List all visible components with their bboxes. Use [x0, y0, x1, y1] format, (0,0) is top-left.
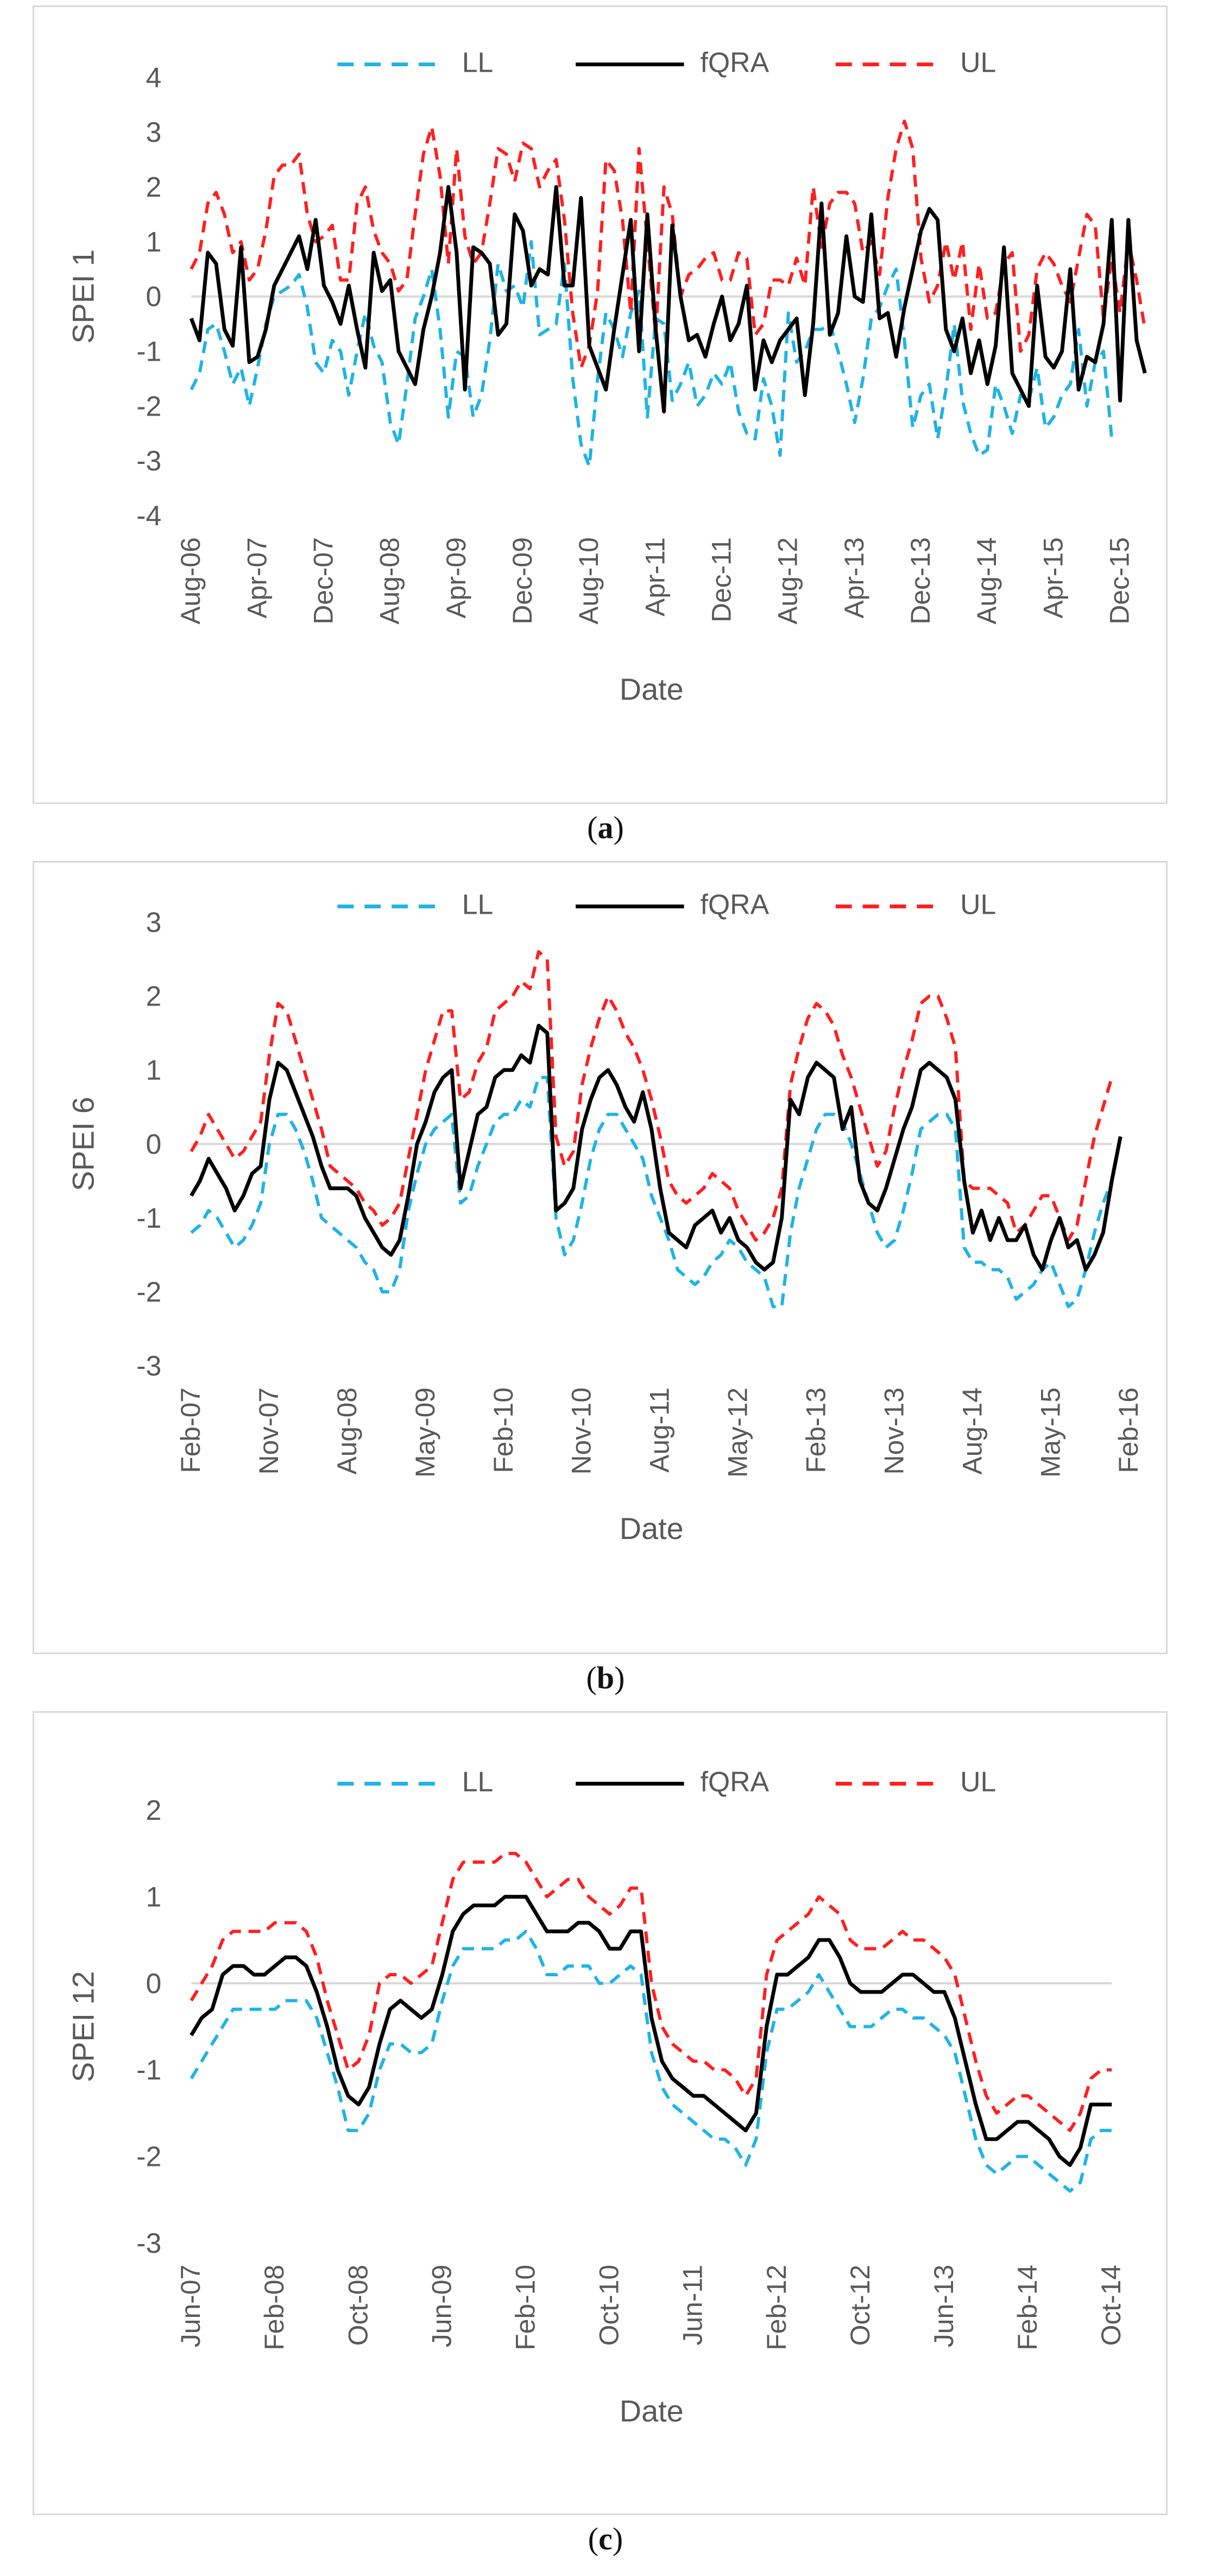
- x-tick-label: Apr-09: [441, 537, 471, 618]
- x-tick-label: Aug-06: [175, 537, 206, 625]
- x-tick-label: Jun-11: [678, 2265, 708, 2346]
- y-tick-label: -1: [136, 336, 161, 367]
- chart-a-svg: 4 3 2 1 0 -1 -2 -3 -4 SPEI 1 Aug-06 Apr-07 Dec-07 Aug…: [66, 47, 1147, 706]
- series-line-ul: [190, 950, 1114, 1242]
- x-tick-label: Nov-10: [566, 1387, 597, 1474]
- series-line-fqra: [190, 1895, 1112, 2167]
- x-tick-label: Apr-13: [839, 537, 869, 618]
- x-tick-label: Dec-07: [308, 537, 338, 624]
- y-axis-title: SPEI 1: [66, 249, 100, 344]
- x-tick-label: Apr-15: [1038, 537, 1068, 618]
- y-tick-label: 2: [146, 981, 161, 1012]
- x-tick-label: Aug-08: [332, 1387, 362, 1475]
- x-tick-label: Dec-11: [706, 537, 736, 623]
- x-tick-label: Nov-07: [254, 1387, 284, 1474]
- series-line-fqra: [190, 1023, 1122, 1272]
- legend-label-fqra: fQRA: [700, 889, 769, 920]
- legend-label-ul: UL: [960, 1765, 996, 1797]
- y-tick-label: -1: [136, 2054, 161, 2085]
- y-axis-title: SPEI 6: [66, 1097, 100, 1191]
- x-tick-label: Aug-12: [773, 537, 803, 625]
- x-tick-label: Aug-14: [972, 537, 1002, 625]
- x-tick-label: Oct-10: [594, 2265, 625, 2346]
- x-tick-label: May-09: [410, 1387, 440, 1478]
- x-tick-label: Jun-13: [929, 2265, 959, 2347]
- legend-label-fqra: fQRA: [700, 1765, 769, 1797]
- y-tick-label: -2: [136, 2141, 161, 2172]
- legend-label-ll: LL: [462, 889, 494, 920]
- y-tick-label: -3: [136, 2227, 161, 2259]
- x-tick-label: Feb-12: [761, 2265, 792, 2351]
- y-tick-label: 1: [146, 226, 161, 257]
- x-tick-label: Jun-07: [175, 2265, 206, 2347]
- series-line-fqra: [189, 185, 1147, 414]
- x-tick-label: Apr-07: [242, 537, 272, 618]
- x-tick-label: Feb-08: [259, 2265, 289, 2351]
- chart-panel-a: 4 3 2 1 0 -1 -2 -3 -4 SPEI 1 Aug-06 Apr-07 Dec-07 Aug…: [33, 5, 1168, 804]
- series-line-ll: [190, 1930, 1112, 2193]
- x-tick-label: Feb-07: [175, 1387, 206, 1473]
- y-tick-label: 4: [146, 61, 161, 93]
- chart-panel-c: 2 1 0 -1 -2 -3 SPEI 12 Jun-07 Feb-08 Oct-08 Jun-09…: [33, 1711, 1168, 2515]
- legend-label-ll: LL: [462, 47, 494, 78]
- x-tick-label: Aug-11: [645, 1387, 675, 1473]
- y-tick-label: -4: [136, 500, 161, 531]
- series-line-ul: [190, 120, 1147, 369]
- y-tick-label: -2: [136, 1276, 161, 1308]
- x-tick-label: Oct-14: [1096, 2265, 1126, 2346]
- x-axis-title: Date: [620, 1511, 684, 1545]
- x-tick-label: Apr-11: [640, 537, 670, 617]
- chart-b-svg: 3 2 1 0 -1 -2 -3 SPEI 6 Feb-07 Nov-07 Aug-08 May-09…: [66, 889, 1144, 1545]
- x-tick-label: Dec-09: [507, 537, 538, 624]
- y-tick-label: 0: [146, 1968, 161, 1999]
- legend-label-fqra: fQRA: [700, 47, 769, 78]
- x-tick-label: Feb-10: [510, 2265, 541, 2351]
- y-tick-label: -1: [136, 1202, 161, 1234]
- y-tick-label: 2: [146, 1794, 161, 1826]
- x-tick-label: Dec-15: [1104, 537, 1134, 624]
- chart-panel-b: 3 2 1 0 -1 -2 -3 SPEI 6 Feb-07 Nov-07 Aug-08 May-09…: [33, 861, 1168, 1654]
- y-tick-label: 3: [146, 907, 161, 938]
- series-line-ul: [190, 1851, 1112, 2132]
- y-tick-label: 1: [146, 1054, 161, 1086]
- x-tick-label: Feb-13: [800, 1387, 831, 1473]
- series-line-ll: [190, 240, 1114, 468]
- x-tick-label: Aug-14: [957, 1387, 987, 1475]
- x-tick-label: Feb-14: [1012, 2265, 1043, 2351]
- x-tick-label: May-12: [723, 1387, 753, 1478]
- y-tick-label: 1: [146, 1881, 161, 1913]
- legend-label-ul: UL: [960, 47, 996, 78]
- x-tick-label: Nov-13: [879, 1387, 909, 1474]
- y-tick-label: 2: [146, 171, 161, 203]
- x-tick-label: Jun-09: [426, 2265, 457, 2347]
- y-tick-label: 3: [146, 116, 161, 148]
- caption-a: (a): [587, 810, 624, 845]
- series-line-ll: [190, 1076, 1114, 1309]
- x-axis-title: Date: [620, 2394, 684, 2428]
- caption-b: (b): [586, 1660, 625, 1695]
- chart-c-svg: 2 1 0 -1 -2 -3 SPEI 12 Jun-07 Feb-08 Oct-08 Jun-09…: [66, 1765, 1127, 2428]
- caption-c: (c): [588, 2521, 623, 2556]
- x-tick-label: Oct-08: [343, 2265, 373, 2346]
- y-tick-label: 0: [146, 1128, 161, 1160]
- legend-label-ll: LL: [462, 1765, 494, 1797]
- x-tick-label: Feb-16: [1113, 1387, 1144, 1473]
- y-tick-label: -3: [136, 445, 161, 476]
- x-tick-label: Aug-10: [573, 537, 604, 625]
- y-tick-label: -2: [136, 390, 161, 422]
- x-axis-title: Date: [620, 672, 684, 706]
- legend-label-ul: UL: [960, 889, 996, 920]
- y-tick-label: -3: [136, 1350, 161, 1381]
- x-tick-label: Feb-10: [488, 1387, 519, 1473]
- x-tick-label: Aug-08: [375, 537, 405, 625]
- x-tick-label: May-15: [1035, 1387, 1065, 1478]
- x-tick-label: Dec-13: [905, 537, 936, 624]
- x-tick-label: Oct-12: [845, 2265, 875, 2346]
- y-axis-title: SPEI 12: [66, 1971, 100, 2082]
- y-tick-label: 0: [146, 281, 161, 312]
